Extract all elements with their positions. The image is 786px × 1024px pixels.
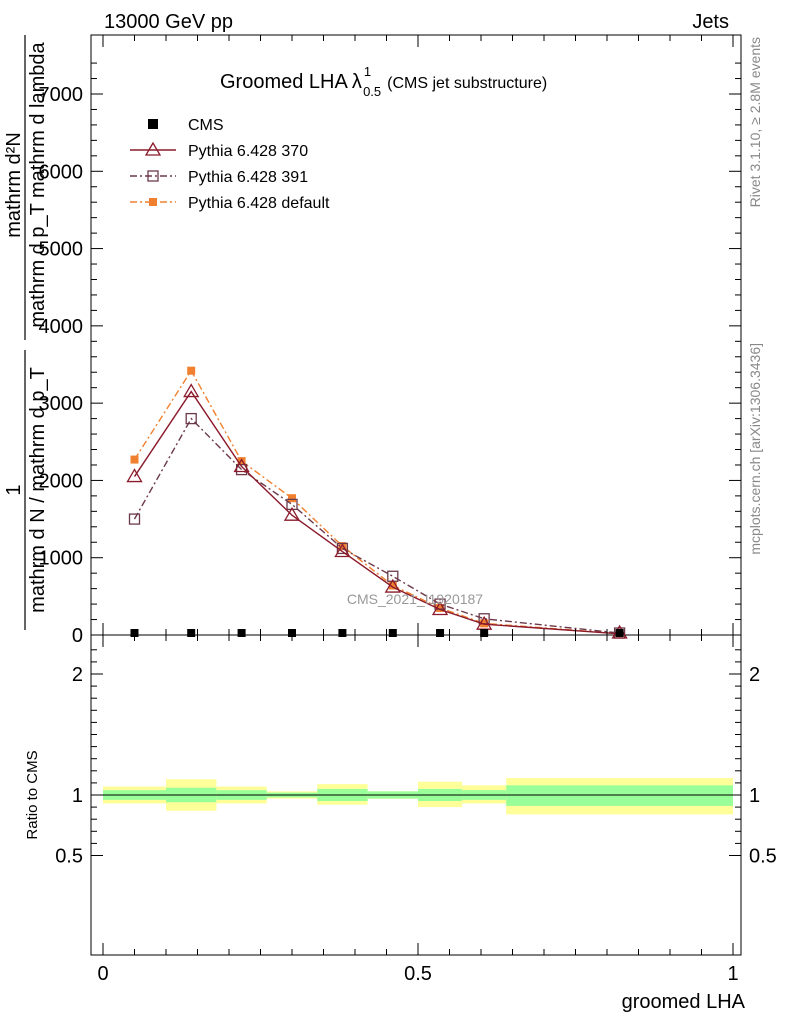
ratio-y-tick-label-right-2: 2 (749, 664, 760, 686)
ratio-ylabel: Ratio to CMS (24, 750, 41, 839)
series-0-point-4 (338, 629, 347, 637)
series-1-point-2 (233, 458, 250, 473)
legend-item-0: CMS (148, 117, 224, 134)
series-line-1 (133, 390, 620, 635)
ylabel-main-num: mathrm d²N (3, 132, 25, 238)
ratio-band-inner-8 (506, 785, 733, 806)
rivet-label: Rivet 3.1.10, ≥ 2.8M events (747, 37, 763, 207)
legend-item-2: Pythia 6.428 391 (130, 169, 308, 186)
series-0-point-7 (480, 629, 489, 637)
legend-marker-2 (147, 170, 159, 182)
series-3-point-6 (436, 603, 445, 612)
main-y-tick-label-4: 4000 (39, 316, 84, 338)
legend-label-2: Pythia 6.428 391 (188, 169, 308, 186)
legend-label-1: Pythia 6.428 370 (188, 143, 308, 160)
ylabel-main-den: mathrm d p_T mathrm d lambda (27, 41, 49, 327)
series-2-point-1 (185, 412, 197, 425)
header-energy: 13000 GeV pp (104, 11, 233, 33)
axes-group: 0 0.5 1 0 1000 2000 3000 4000 5000 6000 7000 0.5 0.5… (39, 35, 777, 985)
main-y-tick-label-5: 5000 (39, 239, 84, 261)
series-2-point-0 (128, 513, 141, 525)
chart-title-symbol: λ (352, 71, 362, 93)
chart-title-sup: 1 (364, 64, 371, 79)
series-1-point-6 (431, 601, 449, 616)
series-0-point-8 (615, 629, 624, 637)
chart-title-sub: 0.5 (363, 84, 381, 99)
series-line-2 (133, 417, 620, 634)
ratio-y-tick-label-left-1: 1 (72, 785, 83, 807)
series-3-point-2 (237, 457, 246, 466)
xlabel: groomed LHA (622, 991, 746, 1013)
analysis-watermark: CMS_2021_I1920187 (347, 591, 483, 607)
main-y-tick-label-7: 7000 (39, 84, 84, 106)
legend-marker-0 (148, 119, 158, 129)
x-tick-label-0: 0 (97, 963, 108, 985)
x-tick-label-2: 1 (727, 963, 738, 985)
series-0-point-2 (237, 629, 246, 637)
legend-item-3: Pythia 6.428 default (130, 195, 330, 212)
main-series-group (126, 366, 628, 639)
x-tick-label-1: 0.5 (404, 963, 432, 985)
chart-title-main: Groomed LHA (220, 71, 348, 93)
series-0-point-5 (388, 629, 397, 637)
ratio-y-tick-label-left-2: 2 (72, 664, 83, 686)
series-3-point-1 (187, 366, 196, 375)
legend-marker-3 (149, 198, 157, 206)
series-3-point-4 (338, 542, 347, 551)
main-y-tick-label-3: 3000 (39, 393, 84, 415)
main-y-tick-label-1: 1000 (39, 548, 84, 570)
main-y-tick-label-0: 0 (72, 625, 83, 647)
series-3-point-0 (130, 455, 139, 464)
ylabel-prefix-num: 1 (3, 484, 25, 495)
chart-title: Groomed LHA λ 1 0.5 (CMS jet substructure) (220, 64, 547, 99)
main-y-tick-label-2: 2000 (39, 470, 84, 492)
ratio-y-tick-label-right-1: 1 (749, 785, 760, 807)
series-2-point-2 (235, 463, 248, 476)
ratio-y-tick-label-right-0: 0.5 (749, 846, 777, 868)
chart-title-note: (CMS jet substructure) (387, 75, 547, 92)
legend-label-3: Pythia 6.428 default (188, 195, 330, 212)
series-3-point-3 (288, 494, 296, 503)
series-0 (130, 629, 624, 637)
series-1-point-3 (283, 506, 301, 521)
main-y-tick-label-6: 6000 (39, 161, 84, 183)
series-0-point-6 (436, 629, 445, 637)
series-0-point-1 (187, 629, 196, 637)
series-1-point-0 (126, 468, 143, 483)
series-3-point-5 (388, 581, 397, 590)
series-1-point-1 (183, 383, 200, 398)
main-ylabel: 1 mathrm d N / mathrm d p_T mathrm d²N m… (3, 35, 49, 630)
legend-label-0: CMS (188, 117, 224, 134)
ratio-bands (103, 778, 733, 815)
series-1-point-5 (384, 578, 401, 593)
legend-item-1: Pythia 6.428 370 (130, 141, 308, 160)
series-1-point-4 (334, 543, 351, 558)
series-1 (126, 383, 628, 639)
legend-marker-1 (144, 141, 162, 156)
mcplots-label: mcplots.cern.ch [arXiv:1306.3436] (747, 343, 763, 555)
legend: CMS Pythia 6.428 370 Pythia 6.428 391 Pythi… (130, 117, 330, 212)
header-process: Jets (692, 11, 729, 33)
ylabel-prefix-den: mathrm d N / mathrm d p_T (27, 367, 49, 613)
ratio-y-tick-label-left-0: 0.5 (55, 846, 83, 868)
